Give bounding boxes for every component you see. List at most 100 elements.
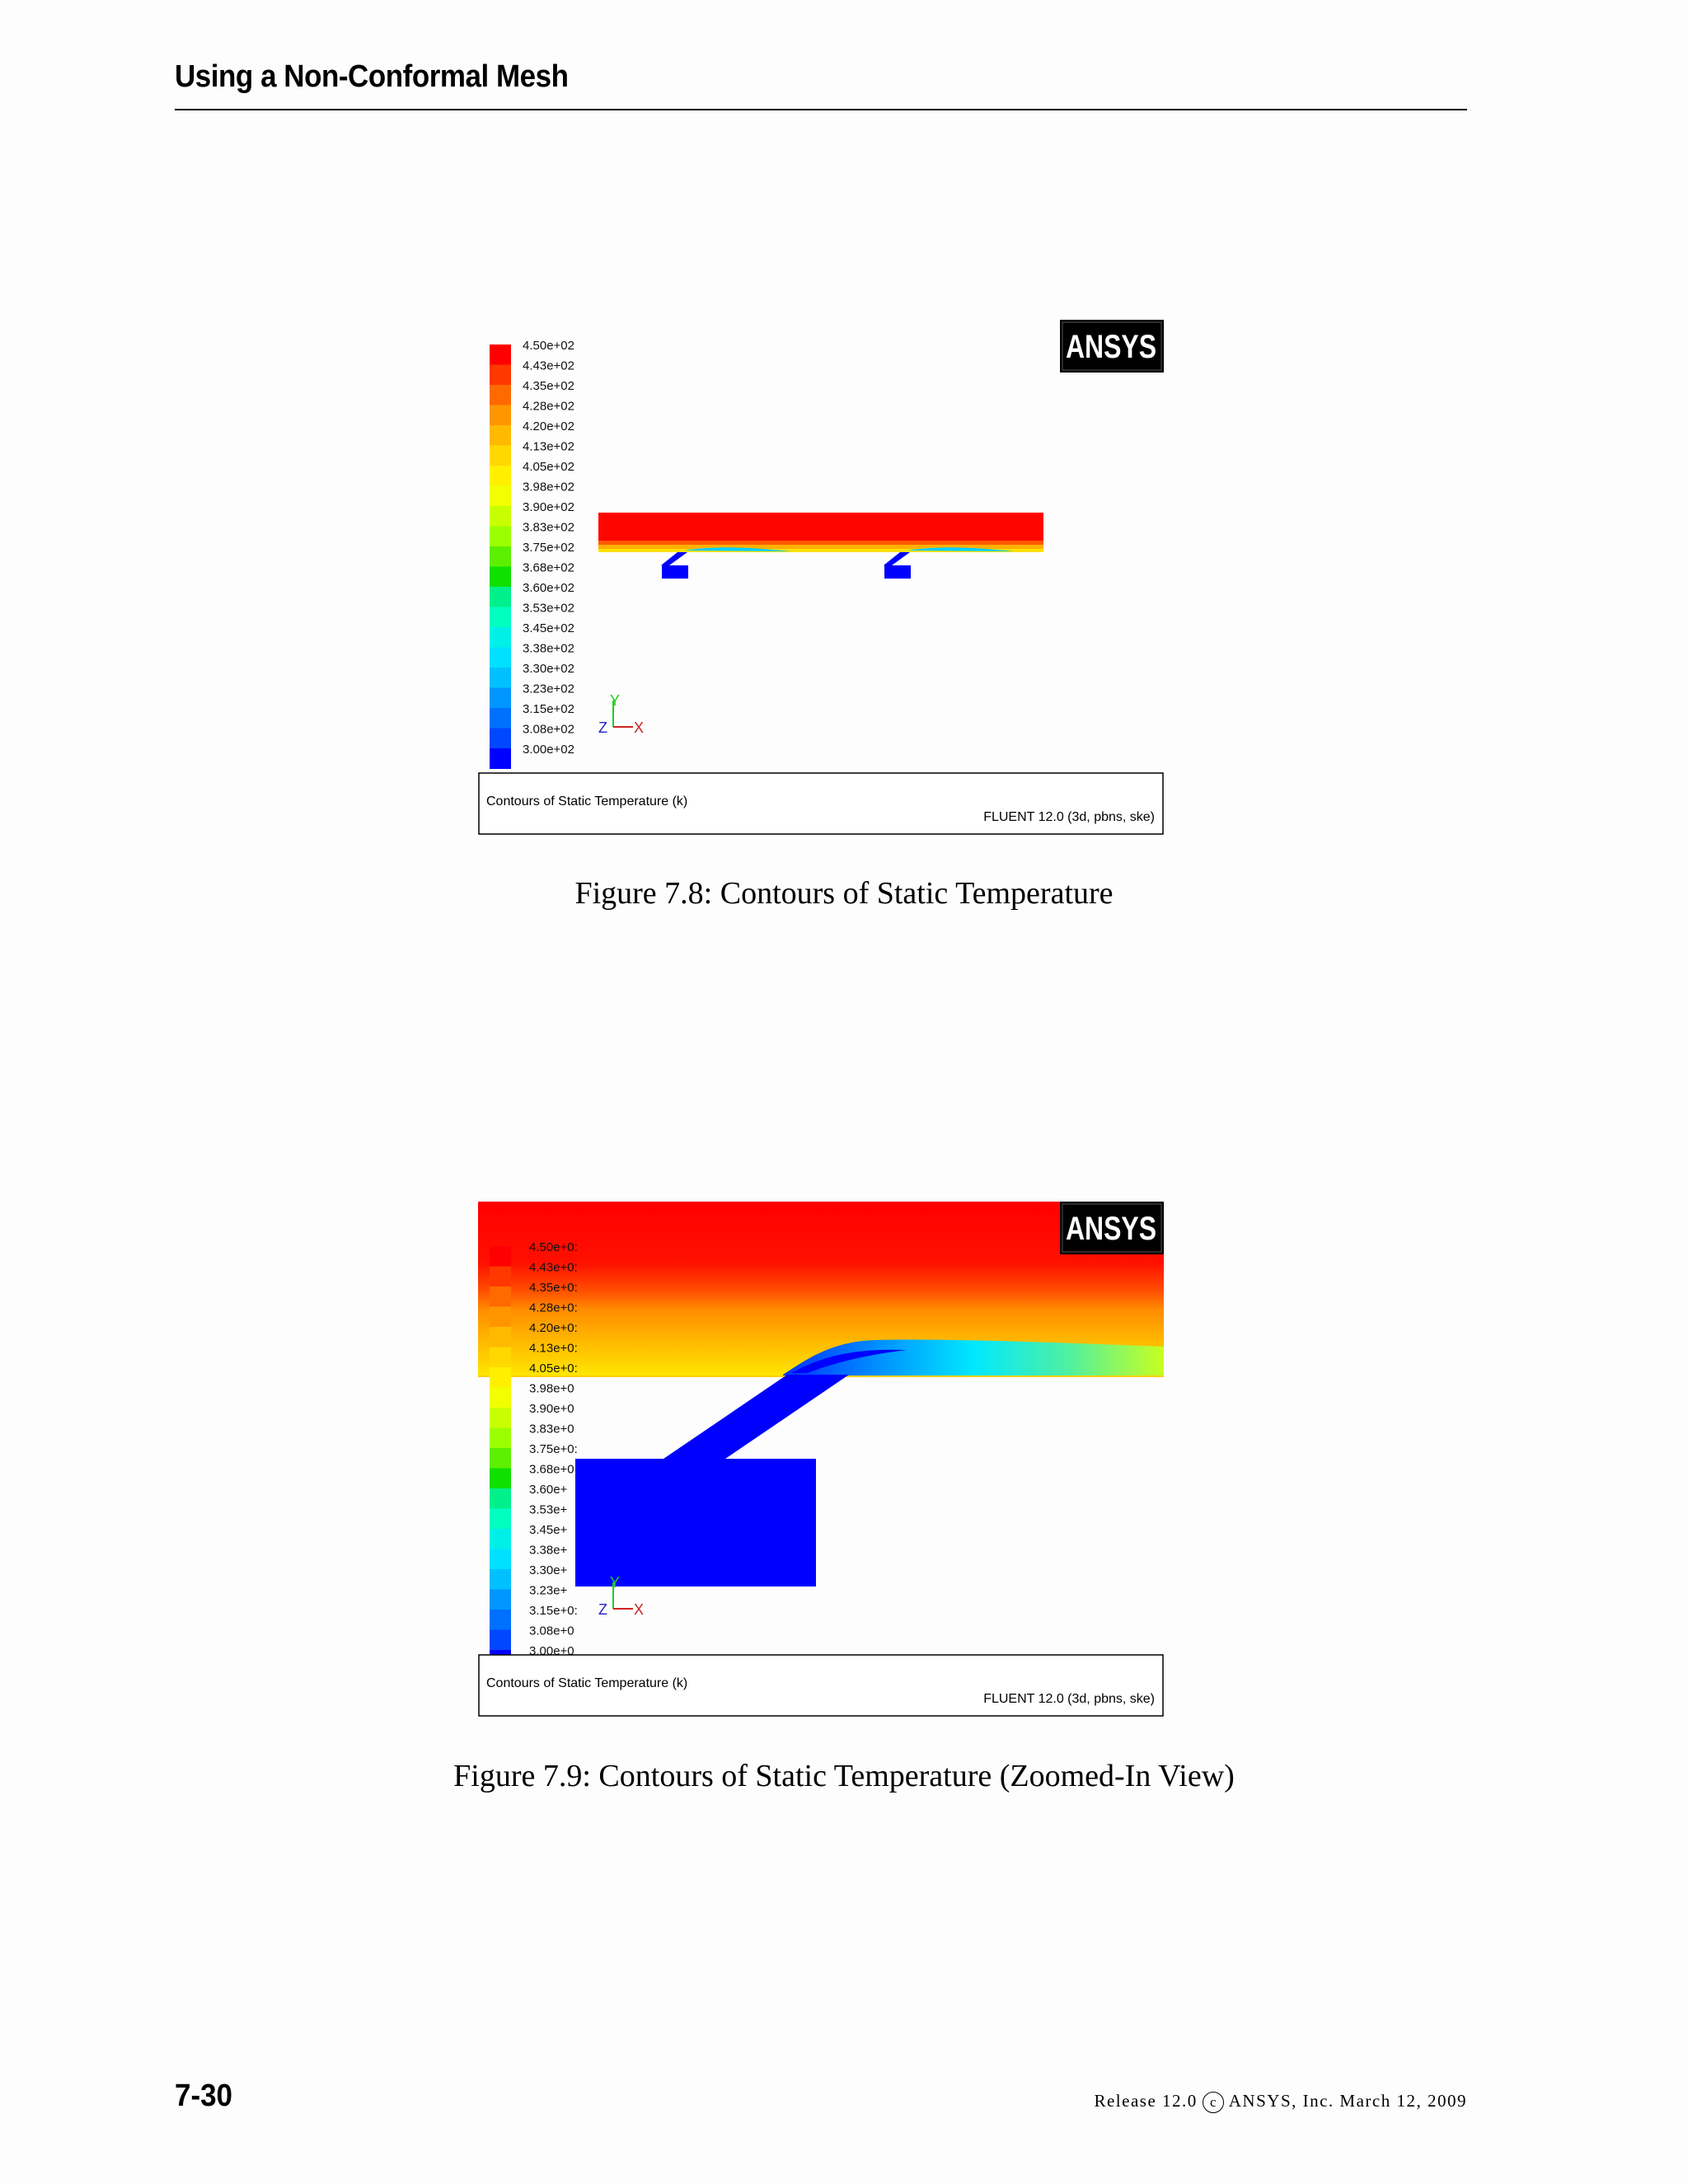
svg-text:ANSYS: ANSYS [1066, 1211, 1156, 1247]
ansys-logo: ANSYS [1060, 1202, 1164, 1254]
legend-swatch [490, 687, 511, 709]
legend-swatch [490, 1408, 511, 1428]
legend-label: 3.75e+0: [529, 1442, 578, 1456]
legend-swatch [490, 1488, 511, 1509]
legend-swatch [490, 546, 511, 567]
legend-swatch [490, 587, 511, 607]
axis-triad: Y Z X [598, 1574, 644, 1618]
legend-label: 4.50e+02 [523, 339, 574, 353]
legend-label: 3.53e+ [529, 1503, 568, 1517]
jet-plume [783, 1339, 1164, 1376]
legend-label: 3.38e+02 [523, 642, 574, 656]
legend-label: 4.43e+02 [523, 359, 574, 373]
fluid-domain-band-1 [598, 541, 1043, 545]
legend-label: 3.68e+0 [529, 1463, 574, 1477]
legend-swatch [490, 445, 511, 466]
legend-label: 3.30e+02 [523, 662, 574, 676]
legend-swatch [490, 344, 511, 365]
legend-swatch [490, 1347, 511, 1368]
plot-footer-box [478, 772, 1164, 835]
legend-label: 3.75e+02 [523, 541, 574, 555]
jet-plume-core [791, 1349, 907, 1373]
legend-label: 3.23e+02 [523, 682, 574, 696]
legend-swatch [490, 485, 511, 507]
jet-plenum-right [884, 565, 911, 579]
svg-text:X: X [634, 1601, 644, 1618]
legend-swatch [490, 1306, 511, 1328]
legend-label: 4.35e+02 [523, 379, 574, 393]
legend-swatch [490, 647, 511, 668]
header-rule [175, 109, 1467, 110]
legend-swatch [490, 364, 511, 386]
legend-label: 3.60e+02 [523, 581, 574, 595]
legend-label: 3.60e+ [529, 1483, 568, 1497]
legend-swatch [490, 385, 511, 405]
legend-swatch [490, 506, 511, 527]
legend-swatch [490, 1448, 511, 1469]
legend-label: 3.83e+02 [523, 521, 574, 535]
jet-plume-left [684, 547, 791, 551]
jet-pipe [663, 1375, 849, 1459]
legend-swatch [490, 607, 511, 628]
release-suffix: ANSYS, Inc. March 12, 2009 [1228, 2091, 1467, 2111]
ansys-logo: ANSYS [1060, 320, 1164, 373]
legend-label: 3.15e+02 [523, 702, 574, 716]
legend-label: 3.45e+02 [523, 621, 574, 635]
fluid-domain-band-3 [598, 549, 1043, 552]
contour-plot-zoomed: 4.50e+0: 4.43e+0: 4.35e+0: 4.28e+0: 4.20e+0:… [478, 1202, 1164, 1717]
legend-label: 3.08e+0 [529, 1624, 574, 1638]
svg-text:ANSYS: ANSYS [1066, 329, 1156, 365]
legend-swatch [490, 1589, 511, 1610]
svg-text:X: X [634, 719, 644, 736]
jet-plenum [575, 1459, 816, 1586]
page-number: 7-30 [175, 2079, 232, 2113]
legend-swatch [490, 728, 511, 749]
legend-label: 3.08e+02 [523, 723, 574, 737]
legend-label: 4.20e+0: [529, 1321, 578, 1335]
legend-label: 4.28e+0: [529, 1301, 578, 1315]
legend-label: 4.28e+02 [523, 400, 574, 414]
contour-plot-overview: 4.50e+02 4.43e+02 4.35e+02 4.28e+02 4.20e+02… [478, 320, 1164, 835]
colormap-legend: 4.50e+0: 4.43e+0: 4.35e+0: 4.28e+0: 4.20e+0:… [490, 1240, 578, 1671]
jet-plenum-left [662, 565, 688, 579]
svg-text:Y: Y [610, 692, 620, 709]
plot-footer-solver: FLUENT 12.0 (3d, pbns, ske) [983, 1692, 1155, 1706]
legend-swatch [490, 1266, 511, 1287]
figure-7-9: 4.50e+0: 4.43e+0: 4.35e+0: 4.28e+0: 4.20e+0:… [478, 1202, 1164, 1717]
release-prefix: Release 12.0 [1094, 2091, 1198, 2111]
legend-swatch [490, 1427, 511, 1449]
legend-swatch [490, 627, 511, 648]
colormap-legend: 4.50e+02 4.43e+02 4.35e+02 4.28e+02 4.20e+02… [490, 339, 574, 769]
legend-swatch [490, 566, 511, 588]
figure-7-8: 4.50e+02 4.43e+02 4.35e+02 4.28e+02 4.20e+02… [478, 320, 1164, 835]
legend-label: 3.53e+02 [523, 602, 574, 616]
legend-label: 4.13e+02 [523, 440, 574, 454]
legend-swatch [490, 1629, 511, 1651]
legend-label: 3.38e+ [529, 1544, 568, 1558]
plot-footer-solver: FLUENT 12.0 (3d, pbns, ske) [983, 810, 1155, 824]
legend-swatch [490, 466, 511, 486]
legend-label: 4.13e+0: [529, 1342, 578, 1356]
jet-pipe-right [884, 552, 910, 565]
plot-footer-title: Contours of Static Temperature (k) [486, 1676, 687, 1690]
legend-label: 4.05e+02 [523, 460, 574, 474]
legend-swatch [490, 1367, 511, 1388]
release-footer: Release 12.0 c ANSYS, Inc. March 12, 2009 [1094, 2091, 1467, 2114]
legend-swatch [490, 1246, 511, 1267]
legend-swatch [490, 1529, 511, 1549]
legend-label: 3.98e+0 [529, 1382, 574, 1396]
legend-swatch [490, 425, 511, 446]
plot-footer-box [478, 1654, 1164, 1717]
legend-label: 3.00e+02 [523, 743, 574, 757]
legend-swatch [490, 526, 511, 547]
svg-text:Z: Z [598, 719, 607, 736]
legend-swatch [490, 708, 511, 729]
legend-label: 3.45e+ [529, 1523, 568, 1537]
legend-label: 4.43e+0: [529, 1261, 578, 1275]
svg-text:Y: Y [610, 1574, 620, 1591]
legend-label: 4.20e+02 [523, 419, 574, 434]
legend-label: 3.90e+02 [523, 500, 574, 514]
legend-swatch [490, 1387, 511, 1408]
legend-label: 4.35e+0: [529, 1281, 578, 1295]
legend-label: 3.23e+ [529, 1584, 568, 1598]
